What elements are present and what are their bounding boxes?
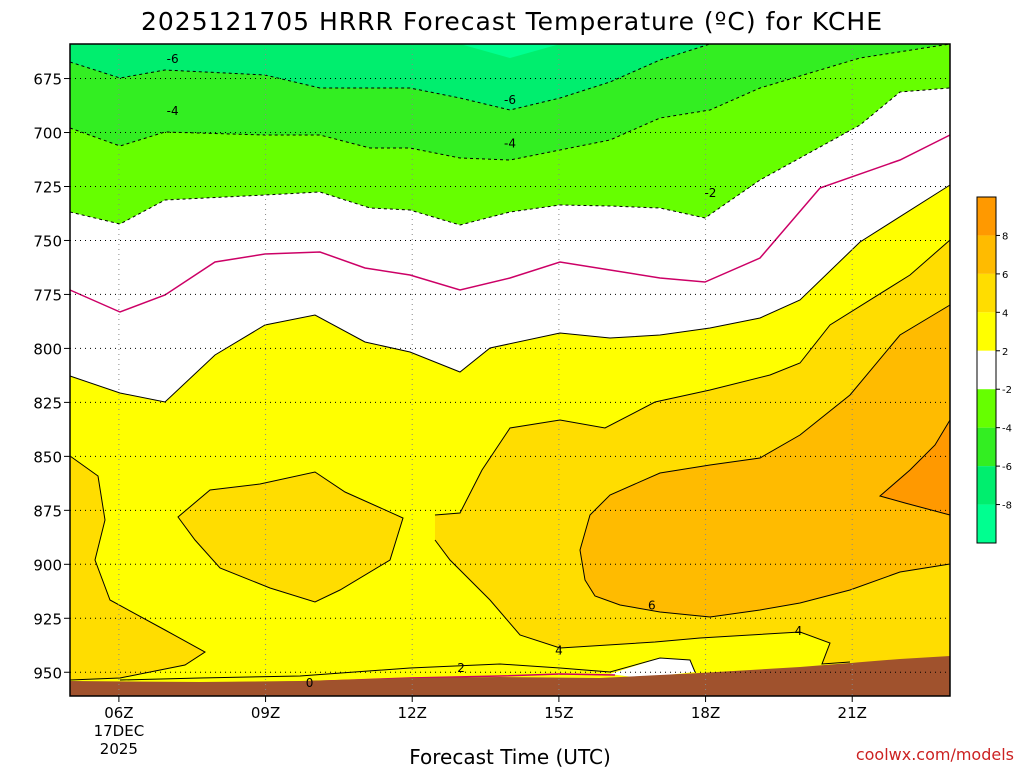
contour-label: 2 [457,661,465,675]
colorbar-segment [977,312,996,351]
colorbar-label: -8 [1002,501,1012,512]
colorbar-segment [977,427,996,467]
colorbar-label: 4 [1002,308,1008,319]
x-tick-label: 15Z [544,704,573,722]
y-tick-label: 900 [33,556,62,574]
colorbar-segment [977,504,996,543]
contour-label: 4 [795,624,803,638]
region-surface-white [610,658,695,678]
x-tick-sublabel-year: 2025 [100,740,138,758]
credit-text: coolwx.com/models [856,745,1014,764]
colorbar-segment [977,273,996,313]
contour-plus2 [69,184,951,403]
contour-label: -4 [167,104,179,118]
x-axis-title: Forecast Time (UTC) [409,745,611,768]
region-plus8 [880,420,950,515]
y-tick-label: 700 [33,125,62,143]
contour-plus8 [878,419,951,516]
y-tick-label: 675 [33,71,62,89]
contour-plus6 [579,304,951,618]
colorbar: 8 6 4 2 -2 -4 -6 -8 [976,196,1012,544]
vertical-gridlines [118,44,853,696]
colorbar-segment [977,350,996,390]
contour-label: 4 [555,644,563,658]
terrain [70,656,950,696]
colorbar-segment [977,389,996,428]
chart-title: 2025121705 HRRR Forecast Temperature (ºC… [141,7,883,36]
colorbar-label: -4 [1002,424,1012,435]
x-tick-label: 21Z [838,704,867,722]
contour-label: -2 [704,186,716,200]
colorbar-segment [977,466,996,505]
x-tick-sublabel: 17DEC [94,722,145,740]
y-tick-label: 800 [33,340,62,358]
x-tick-label: 09Z [251,704,280,722]
x-tick-label: 12Z [398,704,427,722]
y-axis: 675 700 725 750 775 800 825 850 875 900 925 950 [33,71,70,682]
contour-label: 0 [306,676,314,690]
contour-plus4-center [177,471,404,603]
contour-label: -6 [167,52,179,66]
contour-zero [69,134,951,313]
y-tick-label: 725 [33,178,62,196]
region-plus4-left [70,456,205,680]
contour-minus4 [69,43,951,161]
y-tick-label: 750 [33,232,62,250]
y-tick-label: 925 [33,610,62,628]
y-tick-label: 875 [33,502,62,520]
plot-area: -6 -4 -6 -4 -2 6 4 4 2 0 [69,43,951,697]
contour-label: 6 [648,598,656,612]
region-plus6 [580,305,950,617]
colorbar-label: 6 [1002,270,1008,281]
x-tick-label: 06Z [104,704,133,722]
y-tick-label: 950 [33,664,62,682]
contour-label: -6 [504,93,516,107]
contour-minus2 [69,87,951,226]
y-tick-label: 825 [33,394,62,412]
colorbar-label: 2 [1002,347,1008,358]
colorbar-frame [976,196,997,544]
horizontal-gridlines [70,78,950,673]
colorbar-label: -6 [1002,462,1012,473]
contour-minus6 [69,43,711,111]
plot-frame [69,43,951,697]
colorbar-segment [977,235,996,274]
y-tick-label: 850 [33,448,62,466]
colorbar-label: 8 [1002,231,1008,242]
contour-plus2-sfc [119,657,696,681]
contour-labels: -6 -4 -6 -4 -2 6 4 4 2 0 [167,52,803,690]
region-plus4-center [178,472,403,602]
y-tick-label: 775 [33,286,62,304]
contour-plus4-left [69,455,206,681]
contour-plus4-b [434,539,851,665]
x-tick-label: 18Z [691,704,720,722]
colorbar-segment [977,197,996,236]
contour-label: -4 [504,136,516,150]
colorbar-label: -2 [1002,385,1012,396]
